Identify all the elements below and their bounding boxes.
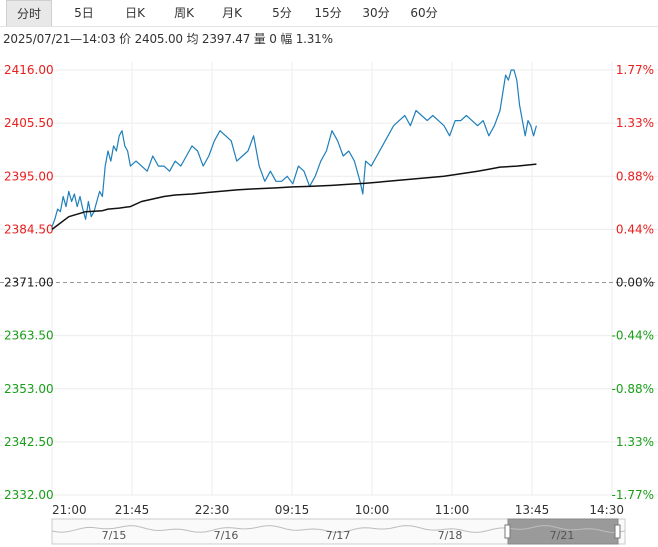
y-tick-label-right: 0.44%	[616, 222, 654, 236]
tab-daily-k[interactable]: 日K	[125, 6, 145, 20]
price-value: 2405.00	[134, 32, 183, 46]
navigator-date-label: 7/16	[214, 529, 239, 542]
navigator-date-label: 7/21	[550, 529, 575, 542]
y-tick-label-left: 2363.50	[4, 329, 54, 343]
navigator-handle-right[interactable]	[614, 524, 621, 539]
x-tick-label: 22:30	[195, 503, 230, 517]
y-tick-label-left: 2416.00	[4, 63, 54, 77]
price-line	[51, 69, 537, 228]
y-tick-label-right: 1.33%	[616, 116, 654, 130]
y-tick-label-right: 0.00%	[616, 276, 654, 290]
tab-monthly-k[interactable]: 月K	[222, 6, 242, 20]
navigator-date-label: 7/18	[438, 529, 463, 542]
y-tick-label-right: 0.88%	[616, 169, 654, 183]
navigator-overview-line	[51, 525, 626, 534]
vol-label: 量	[253, 32, 266, 46]
tab-weekly-k[interactable]: 周K	[174, 6, 194, 20]
y-tick-label-right: 1.77%	[616, 63, 654, 77]
y-tick-label-right: -0.44%	[612, 329, 654, 343]
y-tick-label-left: 2395.00	[4, 169, 54, 183]
y-tick-label-right: -1.77%	[612, 488, 654, 502]
y-tick-label-left: 2353.00	[4, 382, 54, 396]
period-tabs: 分时 5日 日K 周K 月K 5分 15分 30分 60分	[0, 0, 658, 27]
y-tick-label-right: 1.33%	[616, 435, 654, 449]
quote-info-bar: 2025/07/21—14:03 价 2405.00 均 2397.47 量 0…	[3, 30, 333, 47]
change-label: 幅	[280, 32, 293, 46]
x-tick-label: 14:30	[589, 503, 624, 517]
tab-intraday[interactable]: 分时	[6, 0, 52, 26]
average-line	[51, 163, 537, 230]
x-tick-label: 21:45	[115, 503, 150, 517]
avg-value: 2397.47	[201, 32, 251, 46]
x-tick-label: 11:00	[435, 503, 470, 517]
quote-datetime: 2025/07/21—14:03	[3, 32, 116, 46]
navigator-handle-left[interactable]	[504, 524, 511, 539]
tab-30min[interactable]: 30分	[362, 6, 390, 20]
navigator-date-label: 7/15	[102, 529, 127, 542]
change-value: 1.31%	[295, 32, 333, 46]
x-tick-label: 10:00	[355, 503, 390, 517]
y-tick-label-right: -0.88%	[612, 382, 654, 396]
y-tick-label-left: 2342.50	[4, 435, 54, 449]
tab-5day[interactable]: 5日	[74, 6, 94, 20]
avg-label: 均	[186, 32, 199, 46]
x-tick-label: 13:45	[515, 503, 550, 517]
vol-value: 0	[269, 32, 277, 46]
x-tick-label: 21:00	[52, 503, 87, 517]
tab-60min[interactable]: 60分	[410, 6, 438, 20]
y-tick-label-left: 2405.50	[4, 116, 54, 130]
tab-15min[interactable]: 15分	[314, 6, 342, 20]
y-tick-label-left: 2371.00	[4, 276, 54, 290]
y-tick-label-left: 2384.50	[4, 222, 54, 236]
navigator-date-label: 7/17	[326, 529, 351, 542]
price-label: 价	[119, 32, 131, 46]
y-tick-label-left: 2332.00	[4, 488, 54, 502]
tab-5min[interactable]: 5分	[272, 6, 292, 20]
x-tick-label: 09:15	[275, 503, 310, 517]
